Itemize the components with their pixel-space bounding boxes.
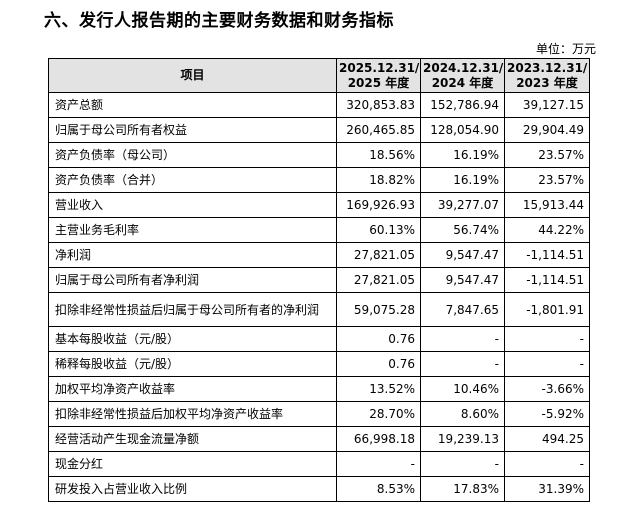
cell-2024: - xyxy=(420,451,505,477)
header-col-2024: 2024.12.31/ 2024 年度 xyxy=(420,58,505,93)
cell-2024: 8.60% xyxy=(420,401,505,427)
cell-2023: -5.92% xyxy=(504,401,590,427)
cell-2023: -3.66% xyxy=(504,376,590,402)
row-label: 现金分红 xyxy=(48,451,337,477)
cell-2023: 31.39% xyxy=(504,476,590,502)
cell-2025: 260,465.85 xyxy=(336,117,421,143)
table-header-row: 项目 2025.12.31/ 2025 年度 2024.12.31/ 2024 … xyxy=(48,58,590,93)
table-row: 营业收入 169,926.93 39,277.07 15,913.44 xyxy=(48,192,590,218)
row-label: 净利润 xyxy=(48,242,337,268)
cell-2025: - xyxy=(336,451,421,477)
unit-label: 单位：万元 xyxy=(535,42,596,56)
cell-2024: 152,786.94 xyxy=(420,92,505,118)
row-label: 主营业务毛利率 xyxy=(48,217,337,243)
cell-2024: 16.19% xyxy=(420,167,505,193)
table-row: 现金分红 - - - xyxy=(48,451,590,477)
cell-2023: - xyxy=(504,326,590,352)
row-label: 稀释每股收益（元/股） xyxy=(48,351,337,377)
cell-2024: - xyxy=(420,326,505,352)
row-label: 扣除非经常性损益后加权平均净资产收益率 xyxy=(48,401,337,427)
cell-2025: 18.56% xyxy=(336,142,421,168)
cell-2024: 7,847.65 xyxy=(420,292,505,327)
table-row: 基本每股收益（元/股） 0.76 - - xyxy=(48,326,590,352)
table-row: 经营活动产生现金流量净额 66,998.18 19,239.13 494.25 xyxy=(48,426,590,452)
table-row: 扣除非经常性损益后加权平均净资产收益率 28.70% 8.60% -5.92% xyxy=(48,401,590,427)
header-col-2024-date: 2024.12.31/ xyxy=(423,60,504,75)
cell-2024: - xyxy=(420,351,505,377)
row-label: 归属于母公司所有者净利润 xyxy=(48,267,337,293)
cell-2025: 320,853.83 xyxy=(336,92,421,118)
header-col-2023-date: 2023.12.31/ xyxy=(507,60,588,75)
header-col-2023: 2023.12.31/ 2023 年度 xyxy=(504,58,590,93)
cell-2023: 23.57% xyxy=(504,142,590,168)
header-col-2024-year: 2024 年度 xyxy=(431,75,494,90)
header-item-label: 项目 xyxy=(180,68,205,82)
row-label: 加权平均净资产收益率 xyxy=(48,376,337,402)
row-label: 营业收入 xyxy=(48,192,337,218)
cell-2023: - xyxy=(504,351,590,377)
cell-2025: 27,821.05 xyxy=(336,267,421,293)
header-col-2023-year: 2023 年度 xyxy=(516,75,578,90)
cell-2023: 44.22% xyxy=(504,217,590,243)
row-label: 归属于母公司所有者权益 xyxy=(48,117,337,143)
cell-2024: 56.74% xyxy=(420,217,505,243)
table-row: 归属于母公司所有者净利润 27,821.05 9,547.47 -1,114.5… xyxy=(48,267,590,293)
cell-2023: 29,904.49 xyxy=(504,117,590,143)
row-label: 基本每股收益（元/股） xyxy=(48,326,337,352)
row-label: 经营活动产生现金流量净额 xyxy=(48,426,337,452)
table-row: 资产总额 320,853.83 152,786.94 39,127.15 xyxy=(48,92,590,118)
row-label: 资产负债率（合并） xyxy=(48,167,337,193)
cell-2025: 13.52% xyxy=(336,376,421,402)
table-row: 扣除非经常性损益后归属于母公司所有者的净利润 59,075.28 7,847.6… xyxy=(48,292,590,327)
table-row: 归属于母公司所有者权益 260,465.85 128,054.90 29,904… xyxy=(48,117,590,143)
header-col-2025-year: 2025 年度 xyxy=(347,75,410,90)
cell-2024: 9,547.47 xyxy=(420,242,505,268)
cell-2024: 9,547.47 xyxy=(420,267,505,293)
table-row: 加权平均净资产收益率 13.52% 10.46% -3.66% xyxy=(48,376,590,402)
cell-2024: 39,277.07 xyxy=(420,192,505,218)
cell-2025: 8.53% xyxy=(336,476,421,502)
cell-2025: 169,926.93 xyxy=(336,192,421,218)
section-heading: 六、发行人报告期的主要财务数据和财务指标 xyxy=(44,11,394,31)
header-col-2025: 2025.12.31/ 2025 年度 xyxy=(336,58,421,93)
financial-data-table: 项目 2025.12.31/ 2025 年度 2024.12.31/ 2024 … xyxy=(48,58,590,502)
row-label: 资产总额 xyxy=(48,92,337,118)
cell-2023: -1,801.91 xyxy=(504,292,590,327)
cell-2023: - xyxy=(504,451,590,477)
cell-2024: 17.83% xyxy=(420,476,505,502)
cell-2023: 39,127.15 xyxy=(504,92,590,118)
cell-2025: 18.82% xyxy=(336,167,421,193)
cell-2025: 27,821.05 xyxy=(336,242,421,268)
cell-2024: 16.19% xyxy=(420,142,505,168)
cell-2023: 23.57% xyxy=(504,167,590,193)
cell-2023: 15,913.44 xyxy=(504,192,590,218)
cell-2025: 60.13% xyxy=(336,217,421,243)
table-row: 资产负债率（合并） 18.82% 16.19% 23.57% xyxy=(48,167,590,193)
row-label: 资产负债率（母公司） xyxy=(48,142,337,168)
cell-2023: -1,114.51 xyxy=(504,267,590,293)
row-label: 研发投入占营业收入比例 xyxy=(48,476,337,502)
row-label: 扣除非经常性损益后归属于母公司所有者的净利润 xyxy=(48,292,337,327)
table-row: 资产负债率（母公司） 18.56% 16.19% 23.57% xyxy=(48,142,590,168)
cell-2025: 28.70% xyxy=(336,401,421,427)
cell-2023: -1,114.51 xyxy=(504,242,590,268)
cell-2025: 66,998.18 xyxy=(336,426,421,452)
table-row: 主营业务毛利率 60.13% 56.74% 44.22% xyxy=(48,217,590,243)
cell-2025: 0.76 xyxy=(336,351,421,377)
cell-2025: 0.76 xyxy=(336,326,421,352)
header-item: 项目 xyxy=(48,58,337,93)
cell-2024: 19,239.13 xyxy=(420,426,505,452)
table-row: 净利润 27,821.05 9,547.47 -1,114.51 xyxy=(48,242,590,268)
cell-2024: 10.46% xyxy=(420,376,505,402)
header-col-2025-date: 2025.12.31/ xyxy=(339,60,420,75)
cell-2025: 59,075.28 xyxy=(336,292,421,327)
table-row: 稀释每股收益（元/股） 0.76 - - xyxy=(48,351,590,377)
cell-2024: 128,054.90 xyxy=(420,117,505,143)
cell-2023: 494.25 xyxy=(504,426,590,452)
table-row: 研发投入占营业收入比例 8.53% 17.83% 31.39% xyxy=(48,476,590,502)
